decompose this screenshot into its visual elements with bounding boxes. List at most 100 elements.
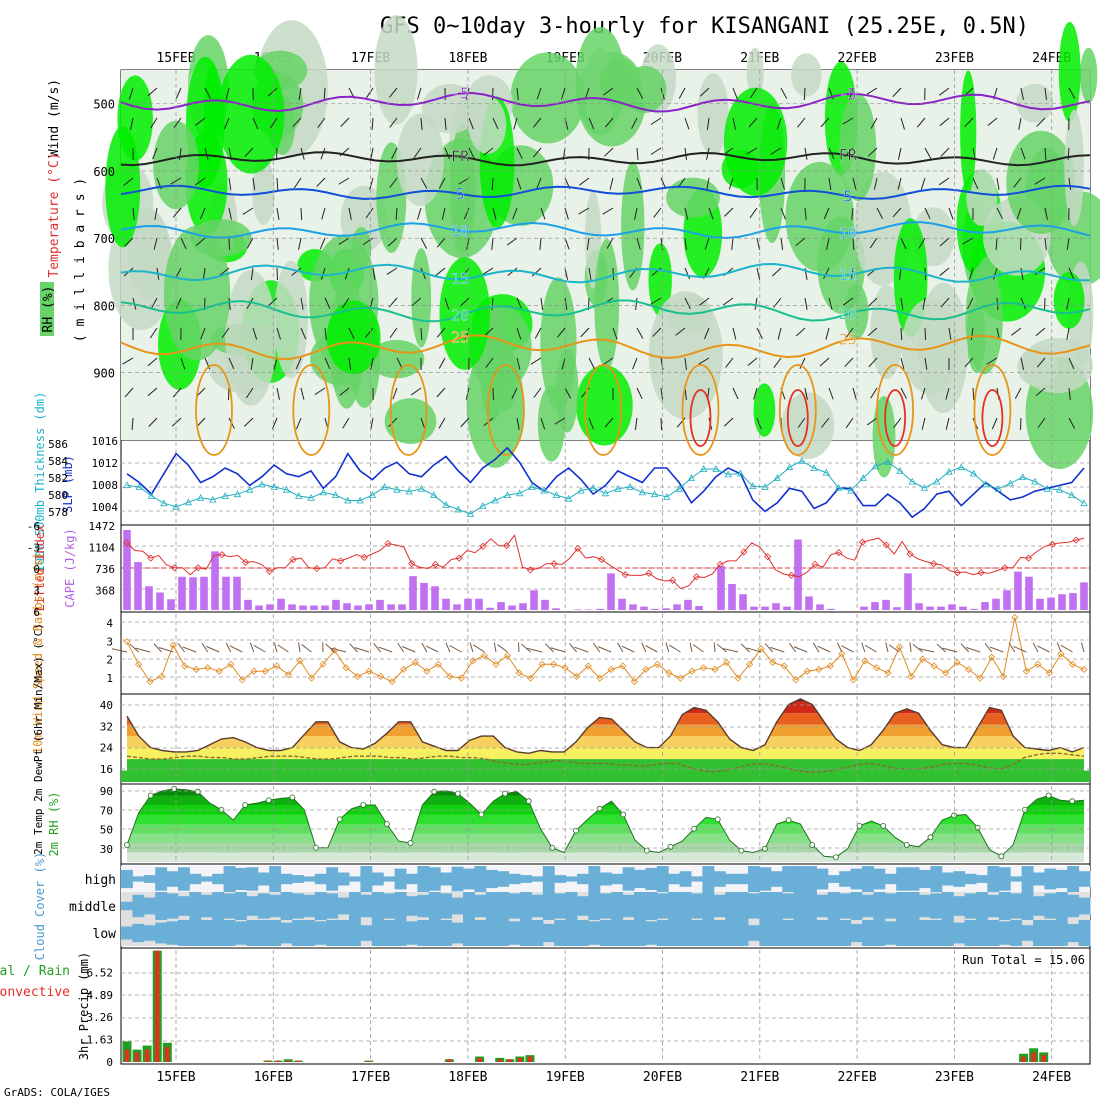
isotherm-label--5: -5 [451, 85, 469, 103]
rh-point [432, 789, 437, 794]
rh-blob [785, 162, 853, 272]
cloud-cell-high [258, 873, 270, 886]
cloud-cell-low [463, 920, 475, 946]
wind-barb-10m [937, 644, 946, 652]
precip-conv-bar [508, 1059, 512, 1062]
cloud-cell-low [1033, 920, 1045, 946]
cape-bar [1036, 599, 1044, 610]
precip-tick-0: 0 [106, 1056, 113, 1069]
cloud-cell-middle [269, 895, 281, 917]
precip-conv-bar [286, 1061, 290, 1062]
cloud-cell-high [201, 876, 213, 881]
rh-point [786, 818, 791, 823]
slp-panel [121, 440, 1090, 525]
cape-bar [640, 607, 648, 610]
cloud-cell-low [406, 921, 418, 944]
cloud-cell-high [999, 867, 1011, 890]
cape-bar [409, 576, 417, 610]
isotherm-label-15: 15 [839, 266, 857, 284]
ylabel-cape: CAPE (J/kg) [63, 528, 77, 607]
cape-bar [893, 607, 901, 610]
slp-tick-1016: 1016 [92, 435, 119, 448]
cape-bar [211, 551, 219, 610]
cloud-cell-high [167, 871, 179, 887]
cape-bar [684, 600, 692, 610]
cloud-cell-high [566, 876, 578, 881]
cloud-cell-low [816, 920, 828, 946]
cloud-cell-high [121, 870, 133, 888]
cloud-cell-middle [406, 896, 418, 916]
rh-point [1046, 793, 1051, 798]
rh-blob [1021, 338, 1093, 393]
cloud-cell-middle [178, 896, 190, 916]
wind-barb-10m [450, 645, 462, 652]
cloud-cell-high [1044, 869, 1056, 890]
cloud-cell-high [885, 874, 897, 884]
cloud-cell-high [851, 869, 863, 890]
cloud-cell-high [862, 866, 874, 892]
cloud-cell-low [577, 920, 589, 946]
cloud-cell-low [360, 925, 372, 941]
rh-point [526, 799, 531, 804]
cloud-cell-high [178, 867, 190, 890]
cloud-cell-low [383, 920, 395, 946]
cloud-cell-middle [668, 892, 680, 920]
cloud-cell-low [702, 920, 714, 946]
cloud-cell-high [246, 867, 258, 890]
cape-bar [739, 594, 747, 610]
precip-conv-bar [296, 1061, 300, 1062]
wind-barb-10m [474, 645, 485, 652]
cloud-cell-middle [383, 893, 395, 918]
cape-bar [530, 590, 538, 610]
cloud-cell-middle [566, 892, 578, 920]
cloud-cell-low [292, 920, 304, 946]
cloud-cell-low [680, 920, 692, 946]
cloud-cell-high [873, 869, 885, 890]
thickness-tick-586: 586 [48, 438, 68, 451]
wind-barb-10m [818, 646, 831, 652]
cape-bar [442, 599, 450, 610]
plot-layer: 15FEB15FEB16FEB16FEB17FEB17FEB18FEB18FEB… [27, 15, 1100, 1085]
cloud-cell-low [828, 920, 840, 946]
cloud-cell-high [828, 875, 840, 883]
cloud-cell-middle [246, 896, 258, 916]
cape-bar [926, 607, 934, 610]
cloud-cell-low [1067, 924, 1079, 942]
cloud-cell-middle [680, 892, 692, 920]
cloud-cell-high [281, 874, 293, 884]
cloud-cell-low [269, 920, 281, 946]
isotherm-label-15: 15 [451, 270, 469, 288]
x-tick-bottom-19FEB: 19FEB [546, 1070, 585, 1085]
cloud-cell-high [725, 874, 737, 884]
wind-tick-2: 2 [106, 654, 113, 667]
cloud-cell-high [714, 871, 726, 887]
cloud-cell-low [987, 920, 999, 946]
cloud-cell-low [338, 920, 350, 946]
wind-barb-10m [642, 643, 646, 652]
cloud-cell-low [805, 920, 817, 946]
cloud-cell-middle [930, 893, 942, 918]
cape-bar [354, 605, 362, 610]
cloud-cell-middle [429, 892, 441, 920]
cloud-cell-middle [725, 892, 737, 920]
cape-bar [376, 600, 384, 610]
cloud-cell-low [349, 920, 361, 946]
cloud-cell-middle [1010, 893, 1022, 918]
li-tick-3: 3 [33, 585, 40, 598]
slp-line [127, 448, 1084, 517]
cloud-cell-low [178, 920, 190, 946]
cloud-cell-low [509, 921, 521, 944]
cloud-cell-high [132, 876, 144, 881]
cloud-cell-high [645, 868, 657, 890]
lifted-index-line [127, 535, 1084, 588]
precip-conv-bar [155, 951, 159, 1062]
cape-bar [904, 573, 912, 610]
cloud-cell-middle [486, 892, 498, 920]
temp-band [121, 702, 1090, 713]
isotherm-label-5: 5 [456, 185, 465, 203]
cloud-cell-middle [885, 893, 897, 918]
ylabel-wind: Wind (m/s) [47, 79, 62, 157]
cloud-cell-high [759, 867, 771, 890]
cape-bar [310, 605, 318, 610]
ylabel-precip-conv: Convective [0, 985, 70, 1000]
